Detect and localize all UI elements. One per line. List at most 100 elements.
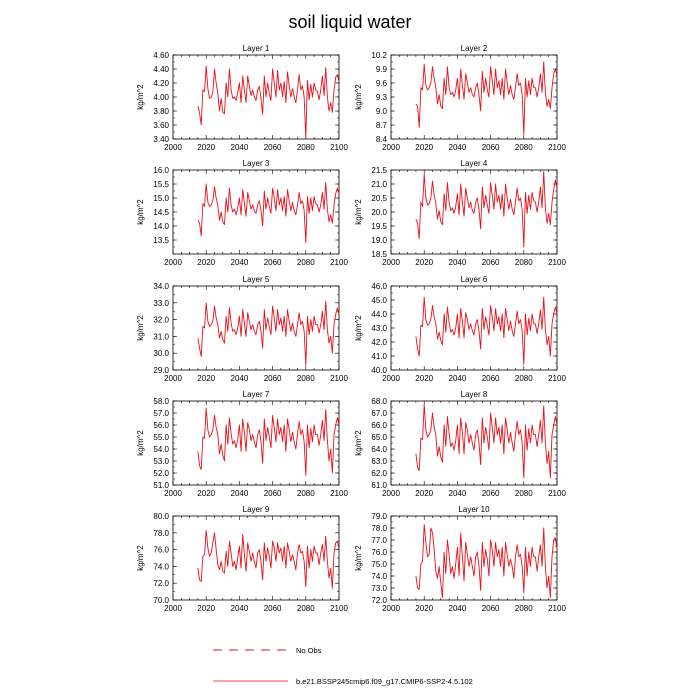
y-tick-label: 55.0	[153, 433, 169, 442]
y-tick-label: 57.0	[153, 409, 169, 418]
y-tick-label: 74.0	[371, 572, 387, 581]
y-tick-label: 68.0	[371, 397, 387, 406]
x-tick-label: 2000	[164, 489, 182, 498]
x-tick-label: 2080	[297, 604, 315, 613]
y-tick-label: 43.0	[371, 324, 387, 333]
y-tick-label: 4.60	[153, 51, 169, 60]
x-tick-label: 2100	[548, 604, 566, 613]
x-tick-label: 2060	[482, 604, 500, 613]
panel-title: Layer 7	[243, 390, 270, 399]
y-tick-label: 4.20	[153, 79, 169, 88]
x-tick-label: 2000	[382, 489, 400, 498]
x-tick-label: 2100	[330, 604, 348, 613]
y-tick-label: 3.80	[153, 107, 169, 116]
x-tick-label: 2040	[449, 143, 467, 152]
y-tick-label: 20.0	[371, 208, 387, 217]
x-tick-label: 2060	[482, 374, 500, 383]
x-tick-label: 2000	[164, 258, 182, 267]
y-tick-label: 19.0	[371, 236, 387, 245]
y-tick-label: 15.0	[153, 194, 169, 203]
y-tick-label: 76.0	[371, 548, 387, 557]
panel-layer-10: Layer 10 kg/m^2 2000 2020 2040 2060 2080 2100 72…	[354, 505, 566, 613]
y-tick-label: 8.4	[376, 135, 388, 144]
panel-title: Layer 1	[243, 44, 270, 53]
y-axis-label: kg/m^2	[354, 315, 363, 341]
series-line	[197, 300, 340, 366]
y-tick-label: 19.5	[371, 222, 387, 231]
y-tick-label: 72.0	[153, 579, 169, 588]
x-tick-label: 2020	[197, 258, 215, 267]
panel-layer-2: Layer 2 kg/m^2 2000 2020 2040 2060 2080 2100 8.4…	[354, 44, 566, 152]
figure-title: soil liquid water	[288, 12, 411, 32]
x-tick-label: 2080	[515, 258, 533, 267]
x-tick-label: 2080	[515, 374, 533, 383]
x-tick-label: 2040	[231, 604, 249, 613]
y-axis-label: kg/m^2	[354, 545, 363, 571]
y-tick-label: 61.0	[371, 481, 387, 490]
y-tick-label: 62.0	[371, 469, 387, 478]
y-tick-label: 14.0	[153, 222, 169, 231]
y-axis-label: kg/m^2	[354, 430, 363, 456]
y-tick-label: 3.40	[153, 135, 169, 144]
series-line	[197, 529, 340, 589]
x-tick-label: 2020	[197, 604, 215, 613]
panel-title: Layer 2	[461, 44, 488, 53]
x-tick-label: 2040	[231, 258, 249, 267]
x-tick-label: 2000	[164, 143, 182, 152]
x-tick-label: 2020	[197, 489, 215, 498]
x-tick-label: 2040	[231, 489, 249, 498]
y-tick-label: 18.5	[371, 250, 387, 259]
x-tick-label: 2040	[449, 489, 467, 498]
x-tick-label: 2080	[515, 143, 533, 152]
x-tick-label: 2060	[482, 143, 500, 152]
legend-obs-label: No Obs	[296, 646, 322, 655]
panel-layer-5: Layer 5 kg/m^2 2000 2020 2040 2060 2080 2100 29.…	[136, 275, 348, 383]
legend-model-label: b.e21.BSSP245cmip6.f09_g17.CMIP6-SSP2-4.…	[296, 677, 473, 686]
y-tick-label: 64.0	[371, 445, 387, 454]
x-tick-label: 2100	[548, 143, 566, 152]
y-tick-label: 13.5	[153, 236, 169, 245]
x-tick-label: 2000	[382, 604, 400, 613]
panel-layer-9: Layer 9 kg/m^2 2000 2020 2040 2060 2080 2100 70.…	[136, 505, 348, 613]
x-tick-label: 2000	[164, 374, 182, 383]
y-tick-label: 21.5	[371, 166, 387, 175]
y-tick-label: 10.2	[371, 51, 387, 60]
y-tick-label: 44.0	[371, 310, 387, 319]
panel-layer-3: Layer 3 kg/m^2 2000 2020 2040 2060 2080 2100 13.…	[136, 159, 348, 267]
x-tick-label: 2060	[264, 374, 282, 383]
y-tick-label: 63.0	[371, 457, 387, 466]
y-tick-label: 45.0	[371, 296, 387, 305]
y-tick-label: 34.0	[153, 282, 169, 291]
x-tick-label: 2020	[197, 374, 215, 383]
y-tick-label: 32.0	[153, 316, 169, 325]
x-tick-label: 2000	[164, 604, 182, 613]
y-tick-label: 76.0	[153, 546, 169, 555]
x-tick-label: 2060	[264, 489, 282, 498]
x-tick-label: 2100	[330, 489, 348, 498]
y-tick-label: 51.0	[153, 481, 169, 490]
y-tick-label: 78.0	[371, 524, 387, 533]
y-tick-label: 52.0	[153, 469, 169, 478]
x-tick-label: 2080	[297, 489, 315, 498]
y-tick-label: 21.0	[371, 180, 387, 189]
x-tick-label: 2080	[297, 143, 315, 152]
x-tick-label: 2080	[297, 374, 315, 383]
y-tick-label: 46.0	[371, 282, 387, 291]
y-axis-label: kg/m^2	[354, 84, 363, 110]
series-line	[415, 523, 558, 599]
series-line	[415, 61, 558, 135]
y-tick-label: 40.0	[371, 366, 387, 375]
x-tick-label: 2000	[382, 143, 400, 152]
y-tick-label: 58.0	[153, 397, 169, 406]
x-tick-label: 2060	[482, 258, 500, 267]
y-tick-label: 80.0	[153, 512, 169, 521]
y-tick-label: 56.0	[153, 421, 169, 430]
panel-title: Layer 9	[243, 505, 270, 514]
y-tick-label: 77.0	[371, 536, 387, 545]
y-tick-label: 67.0	[371, 409, 387, 418]
y-tick-label: 75.0	[371, 560, 387, 569]
y-tick-label: 14.5	[153, 208, 169, 217]
x-tick-label: 2040	[231, 143, 249, 152]
panel-layer-1: Layer 1 kg/m^2 2000 2020 2040 2060 2080 2100 3.4…	[136, 44, 348, 152]
